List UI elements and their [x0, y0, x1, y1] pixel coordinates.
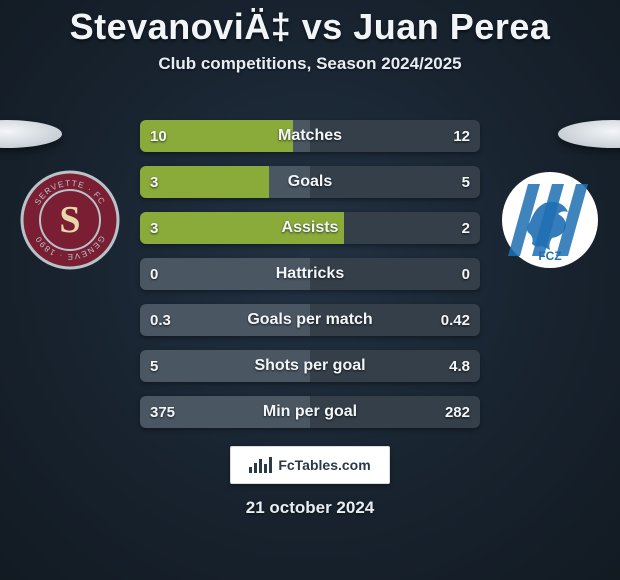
subtitle: Club competitions, Season 2024/2025 [0, 54, 620, 74]
track-right [310, 120, 480, 152]
comparison-card: StevanoviÄ‡ vs Juan Perea Club competiti… [0, 0, 620, 580]
servette-badge-svg: S SERVETTE · FC GENEVE · 1890 [20, 170, 120, 270]
page-title: StevanoviÄ‡ vs Juan Perea [0, 0, 620, 48]
track-left [140, 258, 310, 290]
stat-row: Hattricks00 [140, 258, 480, 290]
stat-row: Assists32 [140, 212, 480, 244]
stat-row: Matches1012 [140, 120, 480, 152]
stat-row: Goals35 [140, 166, 480, 198]
site-name: FcTables.com [278, 457, 370, 473]
track-right [310, 396, 480, 428]
stat-row: Shots per goal54.8 [140, 350, 480, 382]
fcz-badge-svg: FCZ [500, 170, 600, 270]
bars-icon [249, 457, 272, 473]
fill-left [140, 166, 269, 198]
svg-text:S: S [59, 199, 80, 241]
club-badge-right: FCZ [500, 170, 600, 270]
track-right [310, 304, 480, 336]
track-left [140, 396, 310, 428]
footer-date: 21 october 2024 [0, 498, 620, 518]
club-badge-left: S SERVETTE · FC GENEVE · 1890 [20, 170, 120, 270]
stat-row: Goals per match0.30.42 [140, 304, 480, 336]
site-logo: FcTables.com [230, 446, 390, 484]
fill-left [140, 120, 293, 152]
stat-row: Min per goal375282 [140, 396, 480, 428]
fill-left [140, 212, 344, 244]
platform-right [558, 120, 620, 148]
stats-bars: Matches1012 Goals35 Assists32 Hattricks00 Go… [140, 120, 480, 442]
platform-left [0, 120, 62, 148]
track-right [310, 258, 480, 290]
track-right [310, 350, 480, 382]
track-left [140, 350, 310, 382]
svg-text:FCZ: FCZ [538, 249, 561, 263]
track-right [310, 166, 480, 198]
track-left [140, 304, 310, 336]
